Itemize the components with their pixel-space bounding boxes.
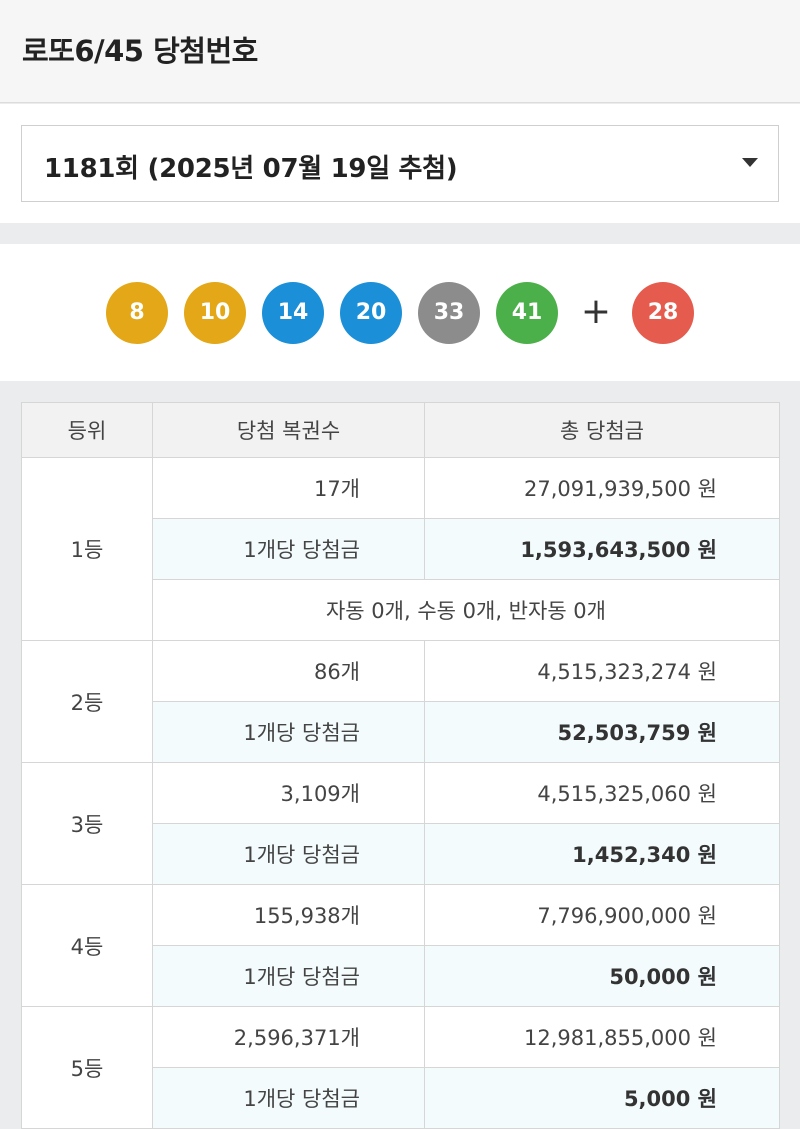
number-ball: 14 <box>262 282 324 344</box>
winner-count: 2,596,371개 <box>152 1006 425 1068</box>
per-winner-label: 1개당 당첨금 <box>152 701 425 763</box>
number-ball: 8 <box>106 282 168 344</box>
per-winner-amount: 1,593,643,500 원 <box>424 518 780 580</box>
page-title: 로또6/45 당첨번호 <box>22 34 258 68</box>
prize-table: 등위 당첨 복권수 총 당첨금 1등 17개 27,091,939,500 원 … <box>21 402 780 1129</box>
total-prize: 4,515,323,274 원 <box>424 640 780 702</box>
per-winner-amount: 5,000 원 <box>424 1067 780 1129</box>
rank-cell: 4등 <box>21 884 153 1007</box>
number-ball: 20 <box>340 282 402 344</box>
header-winners: 당첨 복권수 <box>152 402 425 458</box>
per-winner-label: 1개당 당첨금 <box>152 823 425 885</box>
per-winner-amount: 1,452,340 원 <box>424 823 780 885</box>
total-prize: 4,515,325,060 원 <box>424 762 780 824</box>
winning-numbers: 8 10 14 20 33 41 + 28 <box>0 244 800 381</box>
winner-count: 17개 <box>152 457 425 519</box>
header-rank: 등위 <box>21 402 153 458</box>
total-prize: 12,981,855,000 원 <box>424 1006 780 1068</box>
number-ball: 33 <box>418 282 480 344</box>
bonus-ball: 28 <box>632 282 694 344</box>
rank-cell: 5등 <box>21 1006 153 1129</box>
table-row: 5등 2,596,371개 12,981,855,000 원 <box>21 1006 780 1129</box>
per-winner-label: 1개당 당첨금 <box>152 945 425 1007</box>
number-ball: 10 <box>184 282 246 344</box>
winner-count: 155,938개 <box>152 884 425 946</box>
page-header: 로또6/45 당첨번호 <box>0 0 800 103</box>
per-winner-label: 1개당 당첨금 <box>152 518 425 580</box>
total-prize: 27,091,939,500 원 <box>424 457 780 519</box>
plus-icon: + <box>580 291 612 332</box>
per-winner-amount: 52,503,759 원 <box>424 701 780 763</box>
table-row: 2등 86개 4,515,323,274 원 <box>21 640 780 763</box>
rank-cell: 2등 <box>21 640 153 763</box>
header-total-prize: 총 당첨금 <box>424 402 780 458</box>
draw-round-selected: 1181회 (2025년 07월 19일 추첨) <box>44 154 458 184</box>
caret-down-icon <box>742 158 758 167</box>
draw-select-section: 1181회 (2025년 07월 19일 추첨) <box>0 104 800 223</box>
rank-cell: 1등 <box>21 457 153 641</box>
table-row: 4등 155,938개 7,796,900,000 원 <box>21 884 780 1007</box>
draw-round-select[interactable]: 1181회 (2025년 07월 19일 추첨) <box>21 125 779 202</box>
per-winner-label: 1개당 당첨금 <box>152 1067 425 1129</box>
table-row: 1개당 당첨금 52,503,759 원 <box>22 701 780 763</box>
table-row: 1개당 당첨금 1,452,340 원 <box>22 823 780 885</box>
total-prize: 7,796,900,000 원 <box>424 884 780 946</box>
winner-count: 3,109개 <box>152 762 425 824</box>
table-row: 1등 17개 27,091,939,500 원 <box>21 457 780 641</box>
table-row: 1개당 당첨금 1,593,643,500 원 <box>22 518 780 580</box>
per-winner-amount: 50,000 원 <box>424 945 780 1007</box>
table-row: 3등 3,109개 4,515,325,060 원 <box>21 762 780 885</box>
purchase-type-note: 자동 0개, 수동 0개, 반자동 0개 <box>152 579 780 641</box>
rank-cell: 3등 <box>21 762 153 885</box>
number-ball: 41 <box>496 282 558 344</box>
table-header-row: 등위 당첨 복권수 총 당첨금 <box>21 402 780 458</box>
winner-count: 86개 <box>152 640 425 702</box>
